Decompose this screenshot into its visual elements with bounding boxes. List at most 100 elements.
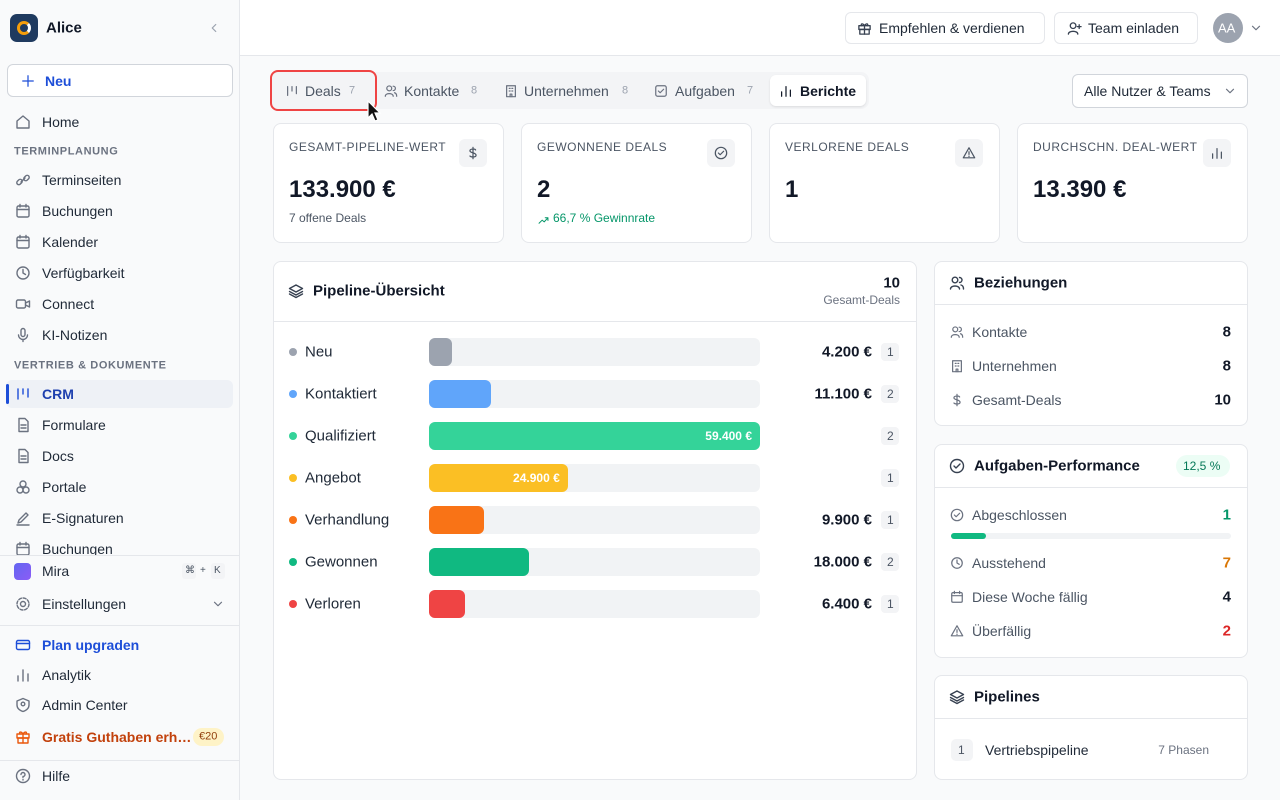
icon [538, 213, 549, 224]
stage-dot [289, 600, 297, 608]
tab-label[interactable]: Unternehmen [524, 83, 609, 99]
settings-label[interactable]: Einstellungen [42, 596, 127, 612]
relation-value: 8 [1222, 323, 1231, 341]
stat-note: 66,7 % Gewinnrate [553, 211, 656, 225]
new-button-label[interactable]: Neu [45, 73, 72, 89]
stat-icon-bg [707, 139, 735, 167]
tab-label[interactable]: Berichte [800, 83, 857, 99]
stage-bar [429, 506, 485, 534]
tab-count: 8 [471, 84, 478, 97]
nav-item[interactable]: Buchungen [42, 203, 113, 219]
shortcut-key: K [214, 565, 221, 576]
icon [15, 203, 31, 219]
icon [15, 265, 31, 281]
icon [857, 21, 872, 36]
task-value: 2 [1222, 622, 1231, 640]
nav-item[interactable]: KI-Notizen [42, 327, 108, 343]
bar-track [429, 506, 760, 534]
nav-item[interactable]: Verfügbarkeit [42, 265, 125, 281]
footer-link[interactable]: Plan upgraden [42, 637, 140, 653]
tab-label[interactable]: Kontakte [404, 83, 460, 99]
stage-count: 2 [887, 555, 894, 569]
nav-item[interactable]: Home [42, 114, 80, 130]
nav-item[interactable]: E-Signaturen [42, 510, 124, 526]
nav-section-title: VERTRIEB & DOKUMENTE [14, 359, 167, 372]
nav-item[interactable]: Portale [42, 479, 87, 495]
filter-dropdown[interactable] [1072, 74, 1248, 108]
stage-name: Kontaktiert [305, 385, 377, 403]
progress-bar [951, 533, 986, 539]
new-button[interactable] [7, 64, 233, 97]
count-badge [881, 511, 899, 529]
icon [950, 556, 964, 570]
nav-active-bar [6, 384, 9, 404]
avatar[interactable] [1213, 13, 1243, 43]
icon [288, 283, 304, 299]
help-label[interactable]: Hilfe [42, 768, 71, 784]
count-badge [881, 469, 899, 487]
icon [15, 172, 31, 188]
nav-item[interactable]: Buchungen [42, 541, 113, 555]
stage-count: 1 [887, 513, 894, 527]
stage-name: Qualifiziert [305, 427, 376, 445]
task-value: 4 [1222, 588, 1231, 606]
credit-label[interactable]: Gratis Guthaben erh… [42, 729, 192, 745]
tab-count: 7 [747, 84, 754, 97]
stage-bar [429, 464, 568, 492]
icon [207, 21, 221, 35]
invite-label[interactable]: Team einladen [1088, 20, 1180, 36]
icon [950, 508, 964, 522]
footer-link[interactable]: Admin Center [42, 697, 128, 713]
icon [950, 393, 964, 407]
pipeline-total-label: Gesamt-Deals [823, 293, 900, 307]
nav-item[interactable]: Formulare [42, 417, 106, 433]
count-badge [881, 595, 899, 613]
mira-label[interactable]: Mira [42, 563, 70, 579]
icon [15, 729, 31, 745]
stage-dot [289, 348, 297, 356]
relation-value: 10 [1214, 391, 1231, 409]
icon [466, 146, 480, 160]
refer-button[interactable] [845, 12, 1045, 44]
index-badge [951, 739, 973, 761]
tab-label[interactable]: Aufgaben [675, 83, 735, 99]
workspace-logo-ring [17, 21, 31, 35]
workspace-name: Alice [46, 19, 82, 37]
icon [15, 296, 31, 312]
nav-item[interactable]: Terminseiten [42, 172, 122, 188]
nav-item[interactable]: Kalender [42, 234, 99, 250]
nav-item[interactable]: Docs [42, 448, 74, 464]
icon [949, 275, 965, 291]
stat-label: GESAMT-PIPELINE-WERT [289, 140, 447, 154]
invite-button[interactable] [1054, 12, 1198, 44]
stage-dot [289, 432, 297, 440]
pipelines-title: Pipelines [974, 688, 1040, 706]
stat-value: 2 [537, 176, 551, 203]
nav-item[interactable]: CRM [42, 386, 74, 402]
nav-item[interactable]: Connect [42, 296, 95, 312]
stage-dot [289, 558, 297, 566]
count-badge [881, 553, 899, 571]
tasks-title: Aufgaben-Performance [974, 457, 1140, 475]
stage-bar [429, 338, 453, 366]
relation-value: 8 [1222, 357, 1231, 375]
bar-track [429, 338, 760, 366]
divider [935, 487, 1247, 488]
footer-link[interactable]: Analytik [42, 667, 92, 683]
credit-badge [193, 728, 224, 746]
stage-dot [289, 516, 297, 524]
stage-bar [429, 422, 760, 450]
refer-label[interactable]: Empfehlen & verdienen [879, 20, 1025, 36]
filter-label[interactable]: Alle Nutzer & Teams [1084, 83, 1211, 99]
pipeline-name[interactable]: Vertriebspipeline [985, 742, 1089, 758]
pipeline-phases: 7 Phasen [1158, 743, 1209, 757]
nav-section-title: TERMINPLANUNG [14, 145, 119, 158]
stat-value: 1 [785, 176, 799, 203]
pipeline-index: 1 [958, 743, 965, 757]
stage-value-label: 4.200 € [821, 343, 872, 361]
icon [1223, 84, 1237, 98]
divider [274, 321, 916, 322]
tab-label[interactable]: Deals [305, 83, 341, 99]
nav-scroll: Home TERMINPLANUNG Terminseiten Buchungen Ka… [0, 0, 239, 555]
rate-label: 12,5 % [1183, 459, 1221, 473]
